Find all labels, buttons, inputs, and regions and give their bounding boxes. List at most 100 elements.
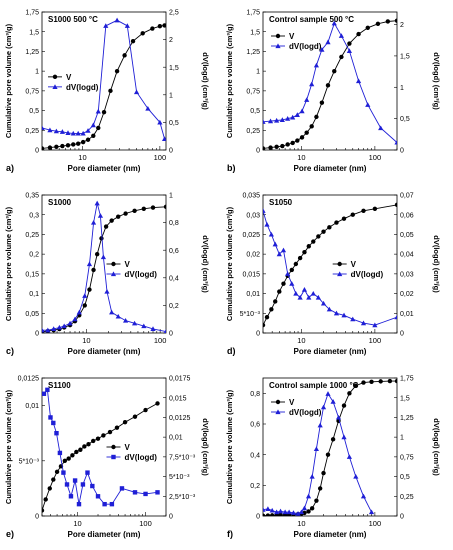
y-left-tick-label: 1,75 (246, 10, 260, 17)
y-left-tick-label: 0,1 (29, 291, 39, 298)
series-v-point (96, 125, 101, 131)
series-v-point (385, 19, 391, 24)
series-v-point (87, 287, 92, 292)
y-left-tick-label: 0,02 (246, 252, 260, 259)
series-dv-point (155, 490, 160, 495)
series-dv-point (131, 320, 138, 326)
series-v-point (116, 214, 121, 219)
series-v-point (293, 261, 299, 267)
y-left-tick-label: 0,35 (25, 193, 39, 200)
y-right-tick-label: 0 (400, 514, 404, 521)
series-v-point (269, 307, 274, 312)
panel-6: 10 100 0 0,2 0,4 0,6 0,8 0 0,25 0,5 0,75 1 1,25 1,5 1,… (225, 376, 441, 539)
y-right-tick-label: 0 (400, 331, 404, 338)
series-v-point (309, 124, 314, 129)
series-dv-point (109, 309, 115, 315)
series-v-point (321, 229, 326, 234)
series-v-point (51, 477, 56, 482)
series-dv-point (293, 290, 299, 296)
series-v-point (334, 220, 339, 225)
series-dv-point (85, 128, 91, 133)
series-dv-point (75, 130, 81, 136)
series-dv-point (102, 501, 107, 507)
panel-letter: d) (227, 346, 236, 356)
y-right-tick-label: 0,07 (400, 193, 414, 200)
series-v-line (263, 204, 397, 326)
series-v-point (325, 83, 331, 88)
series-dv-point (56, 324, 62, 330)
series-dv-point (72, 316, 78, 322)
series-v-point (314, 498, 319, 503)
series-dv-point (299, 108, 305, 114)
legend-marker (52, 84, 58, 89)
series-v-point (304, 130, 309, 135)
series-dv-point (42, 125, 45, 130)
series-dv-point (65, 130, 71, 135)
plot-frame (262, 377, 398, 517)
series-dv-point (325, 39, 331, 45)
y-left-tick-label: 0,6 (250, 422, 260, 429)
series-v-point (54, 144, 59, 150)
plot-frame (41, 11, 167, 151)
legend-label-v: V (289, 398, 295, 407)
y-right-tick-label: 2,5 (169, 10, 179, 17)
series-v-point (361, 380, 366, 385)
series-v-point (150, 205, 156, 210)
y-left-tick-label: 0,25 (246, 128, 260, 135)
series-v-point (91, 438, 96, 444)
y-right-tick-label: 2 (400, 22, 404, 29)
legend-marker (275, 399, 281, 405)
series-v-point (140, 31, 145, 36)
series-dv-point (378, 125, 384, 131)
panel-5: 10 100 0 5*10⁻³ 0,01 0,0125 0 2,5*10⁻³ 5*10⁻³ 7,5… (4, 376, 210, 539)
series-dv-point (298, 509, 305, 515)
series-dv-point (310, 290, 316, 296)
series-dv-point (306, 294, 312, 300)
legend-label-dv: dV(logd) (124, 270, 157, 279)
y-left-tick-label: 0 (256, 331, 260, 338)
y-right-tick-label: 0,03 (400, 271, 414, 278)
x-tick-label: 100 (139, 519, 152, 528)
y-right-tick-label: 1 (169, 193, 173, 200)
series-dv-point (157, 119, 163, 125)
series-v-point (278, 512, 283, 516)
series-v-point (141, 206, 146, 211)
series-dv-point (317, 422, 323, 428)
legend-label-dv: dV(logd) (66, 83, 99, 92)
y-left-tick-label: 0,01 (246, 291, 260, 298)
series-dv-point (268, 231, 274, 237)
series-dv-point (272, 241, 278, 247)
x-tick-label: 100 (369, 153, 382, 162)
series-dv-point (48, 415, 53, 420)
series-v-point (394, 378, 397, 384)
y-right-tick-label: 0,0175 (169, 376, 191, 383)
series-dv-point (290, 510, 297, 515)
y-left-tick-label: 0,025 (242, 232, 260, 239)
y-left-tick-label: 0,75 (25, 88, 39, 95)
panel-1: 10 10000,250,50,7511,251,51,7500,511,522,… (4, 10, 210, 173)
y-right-tick-label: 1 (400, 435, 404, 442)
y-right-tick-label: 0,06 (400, 212, 414, 219)
series-dv-point (320, 404, 327, 410)
series-v-point (319, 100, 325, 105)
series-v-point (43, 497, 48, 502)
series-v-point (347, 41, 352, 46)
series-dv-point (263, 208, 266, 213)
chart-title: S1000 (48, 198, 72, 207)
series-dv-point (72, 478, 78, 483)
series-v-point (274, 144, 279, 150)
chart-title: Control sample 1000 °C (269, 381, 359, 390)
series-dv-point (123, 317, 129, 323)
series-v-point (306, 509, 311, 514)
series-v-point (122, 419, 128, 425)
y-right-tick-label: 0,6 (169, 248, 179, 255)
series-v (263, 18, 397, 150)
y-left-tick-label: 0,01 (25, 403, 39, 410)
series-v-point (71, 142, 76, 147)
series-dv-point (61, 323, 67, 329)
series-dv-point (285, 116, 291, 121)
y-left-tick-label: 1,5 (250, 29, 260, 36)
series-dv-line (43, 388, 158, 505)
y-right-tick-label: 1,5 (169, 65, 179, 72)
series-dv-point (263, 507, 266, 512)
